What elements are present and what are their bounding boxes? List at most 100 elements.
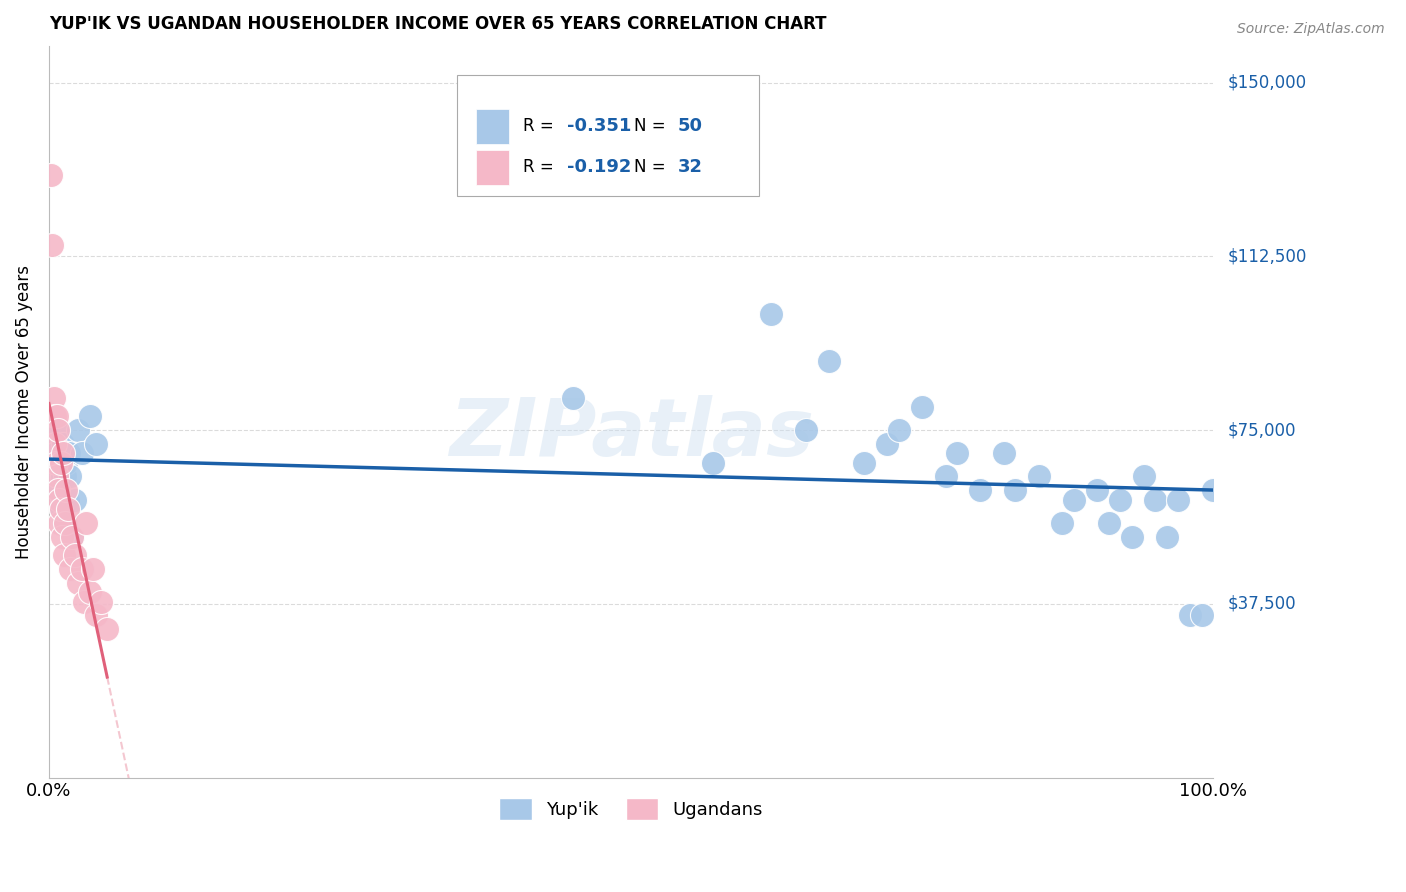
Text: -0.351: -0.351 <box>567 117 631 136</box>
FancyBboxPatch shape <box>457 75 759 195</box>
Text: Source: ZipAtlas.com: Source: ZipAtlas.com <box>1237 22 1385 37</box>
Point <box>60 530 83 544</box>
Point <box>935 469 957 483</box>
Point <box>562 391 585 405</box>
Point <box>887 423 910 437</box>
Point <box>59 562 82 576</box>
Point <box>1121 530 1143 544</box>
Point <box>79 585 101 599</box>
Point <box>46 469 69 483</box>
Point <box>55 456 77 470</box>
Point <box>1097 516 1119 530</box>
Point <box>63 492 86 507</box>
Point <box>946 446 969 460</box>
Point <box>46 423 69 437</box>
Point <box>48 492 70 507</box>
Point <box>75 516 97 530</box>
Point <box>42 437 65 451</box>
Point <box>48 456 70 470</box>
Point <box>48 516 70 530</box>
Point <box>794 423 817 437</box>
Text: -0.192: -0.192 <box>567 158 631 176</box>
Point <box>1063 492 1085 507</box>
Point <box>59 469 82 483</box>
Text: $75,000: $75,000 <box>1227 421 1296 439</box>
Point <box>82 562 104 576</box>
Point <box>44 469 66 483</box>
Point <box>51 530 73 544</box>
Point <box>90 594 112 608</box>
Point <box>63 548 86 562</box>
Point <box>818 353 841 368</box>
Point <box>70 446 93 460</box>
Point <box>1109 492 1132 507</box>
Point <box>702 456 724 470</box>
Point <box>993 446 1015 460</box>
Point <box>969 483 991 498</box>
Point <box>56 502 79 516</box>
Point <box>49 502 72 516</box>
Legend: Yup'ik, Ugandans: Yup'ik, Ugandans <box>492 790 770 827</box>
Point <box>853 456 876 470</box>
Point <box>73 594 96 608</box>
Point <box>39 169 62 183</box>
Point <box>56 492 79 507</box>
Point <box>84 608 107 623</box>
Point <box>1132 469 1154 483</box>
Text: $112,500: $112,500 <box>1227 247 1306 266</box>
Point <box>55 483 77 498</box>
Point <box>911 400 934 414</box>
Y-axis label: Householder Income Over 65 years: Householder Income Over 65 years <box>15 265 32 558</box>
Text: R =: R = <box>523 117 558 136</box>
Point <box>1156 530 1178 544</box>
Point <box>51 469 73 483</box>
Point <box>1178 608 1201 623</box>
Point <box>1004 483 1026 498</box>
Point <box>41 456 63 470</box>
Point <box>1085 483 1108 498</box>
Text: $150,000: $150,000 <box>1227 74 1306 92</box>
Point <box>52 437 75 451</box>
Text: R =: R = <box>523 158 558 176</box>
Point <box>58 446 80 460</box>
Point <box>70 562 93 576</box>
Point <box>84 437 107 451</box>
Text: $37,500: $37,500 <box>1227 595 1296 613</box>
Point <box>49 502 72 516</box>
Point <box>60 530 83 544</box>
Point <box>1191 608 1213 623</box>
Point <box>1050 516 1073 530</box>
Point <box>46 409 69 424</box>
Text: 32: 32 <box>678 158 703 176</box>
Point <box>1202 483 1225 498</box>
Point <box>52 446 75 460</box>
Point <box>42 391 65 405</box>
Point <box>1144 492 1167 507</box>
Point <box>46 423 69 437</box>
FancyBboxPatch shape <box>477 109 509 144</box>
Text: ZIPatlas: ZIPatlas <box>449 394 814 473</box>
Point <box>45 446 67 460</box>
Point <box>49 456 72 470</box>
Point <box>45 456 67 470</box>
Text: N =: N = <box>634 117 671 136</box>
Text: N =: N = <box>634 158 671 176</box>
FancyBboxPatch shape <box>477 150 509 185</box>
Point <box>41 237 63 252</box>
Point <box>53 516 76 530</box>
Text: YUP'IK VS UGANDAN HOUSEHOLDER INCOME OVER 65 YEARS CORRELATION CHART: YUP'IK VS UGANDAN HOUSEHOLDER INCOME OVE… <box>49 15 827 33</box>
Point <box>96 623 118 637</box>
Point <box>53 548 76 562</box>
Point <box>46 483 69 498</box>
Point <box>46 483 69 498</box>
Point <box>759 307 782 321</box>
Point <box>1167 492 1189 507</box>
Point <box>79 409 101 424</box>
Point <box>1028 469 1050 483</box>
Point <box>44 409 66 424</box>
Point <box>44 437 66 451</box>
Text: 50: 50 <box>678 117 703 136</box>
Point <box>876 437 898 451</box>
Point <box>53 469 76 483</box>
Point <box>67 423 90 437</box>
